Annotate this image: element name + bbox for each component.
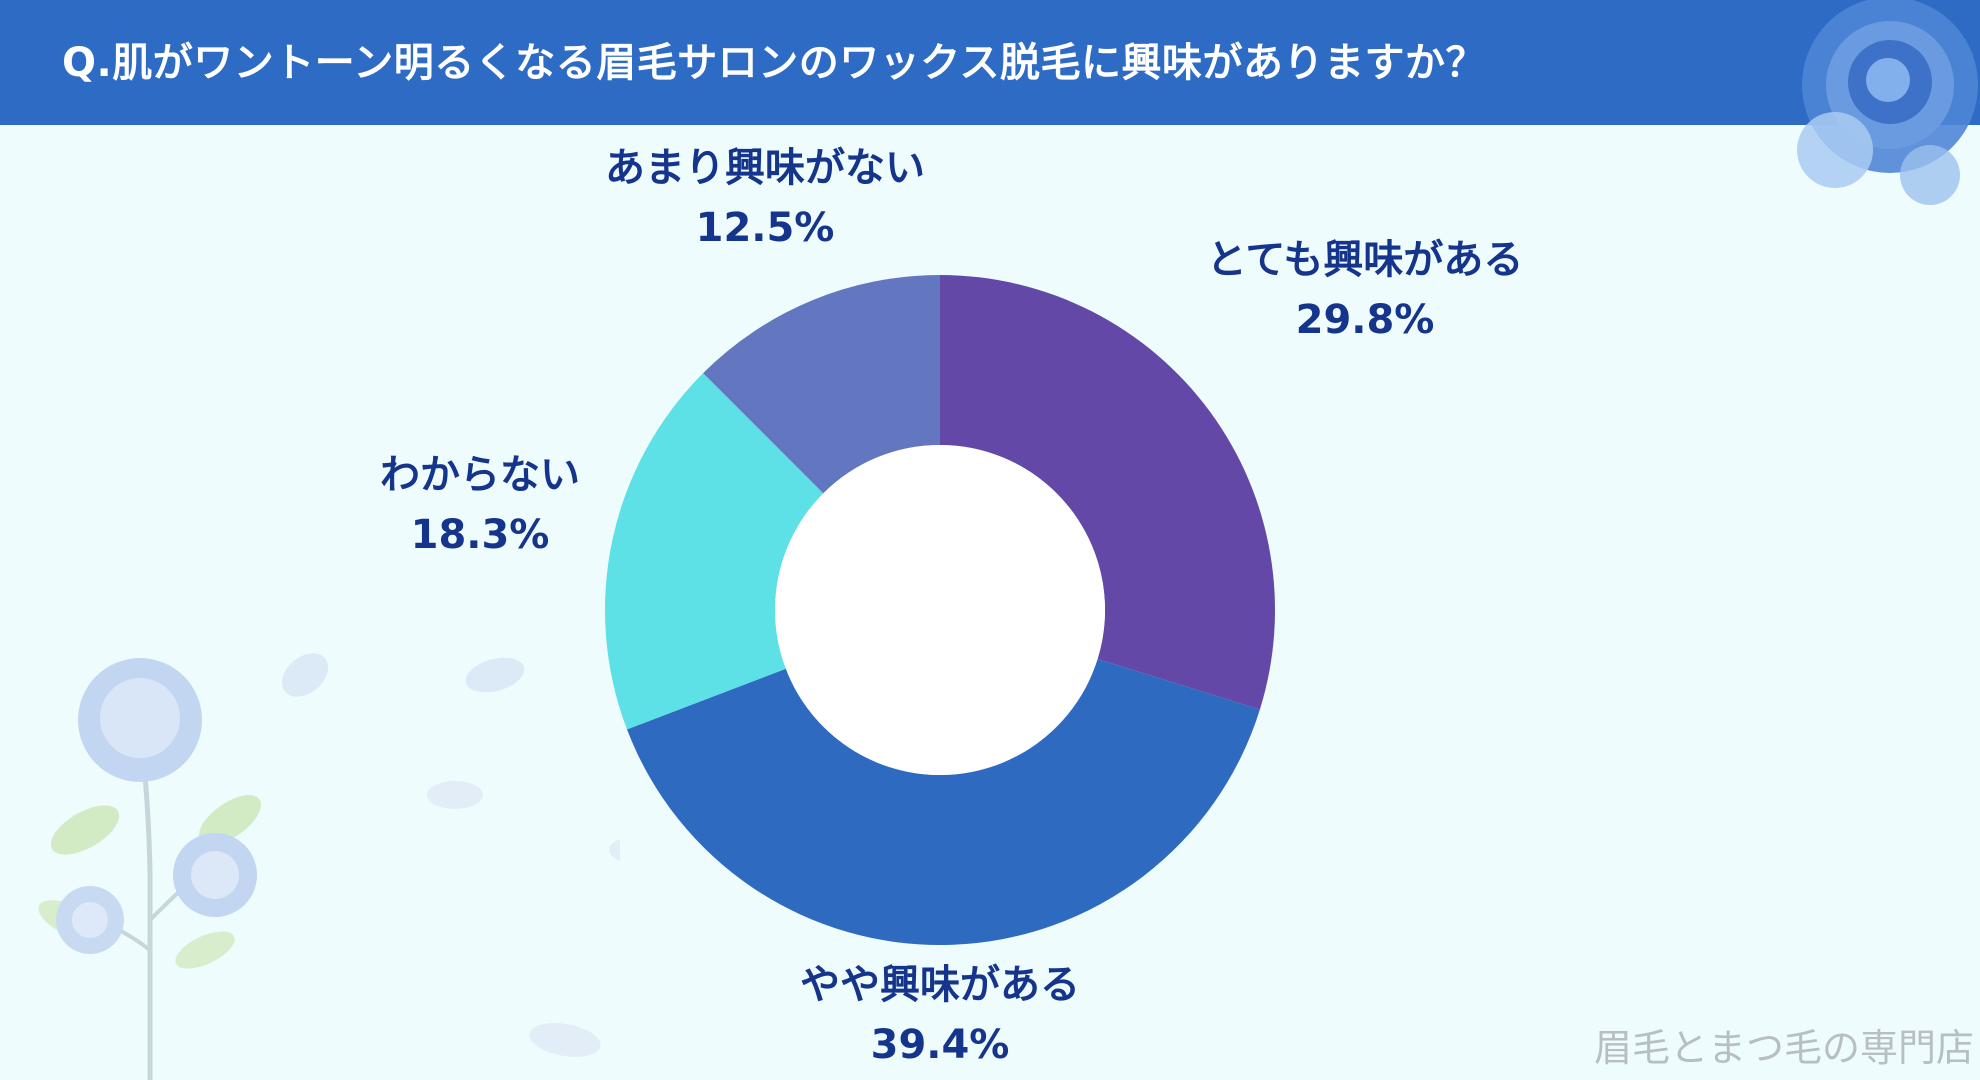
donut-slice-3 <box>703 275 940 494</box>
slice-label-not-very-interested: あまり興味がない 12.5% <box>565 138 965 258</box>
rose-branch-decoration <box>38 653 620 1080</box>
slice-value-text: 29.8% <box>1295 297 1435 343</box>
slice-label-dont-know: わからない 18.3% <box>300 445 660 565</box>
slice-label-somewhat-interested: やや興味がある 39.4% <box>740 955 1140 1075</box>
slice-label-text: とても興味がある <box>1206 237 1524 283</box>
title-bar <box>0 0 1980 125</box>
slice-label-text: やや興味がある <box>800 962 1080 1008</box>
slice-value-text: 12.5% <box>695 205 835 251</box>
donut-slice-0 <box>940 275 1275 710</box>
slice-label-text: あまり興味がない <box>605 145 925 191</box>
donut-hole <box>775 445 1105 775</box>
slice-label-text: わからない <box>380 452 580 498</box>
slice-value-text: 39.4% <box>870 1022 1010 1068</box>
donut-slice-2 <box>605 373 824 730</box>
donut-slice-1 <box>626 659 1260 945</box>
watermark-text: 眉毛とまつ毛の専門店 <box>1593 1026 1974 1070</box>
slice-label-very-interested: とても興味がある 29.8% <box>1165 230 1565 350</box>
blue-rose-corner-decoration <box>1797 0 1978 205</box>
slice-value-text: 18.3% <box>410 512 550 558</box>
chart-title: Q.肌がワントーン明るくなる眉毛サロンのワックス脱毛に興味がありますか？ <box>62 40 1486 86</box>
